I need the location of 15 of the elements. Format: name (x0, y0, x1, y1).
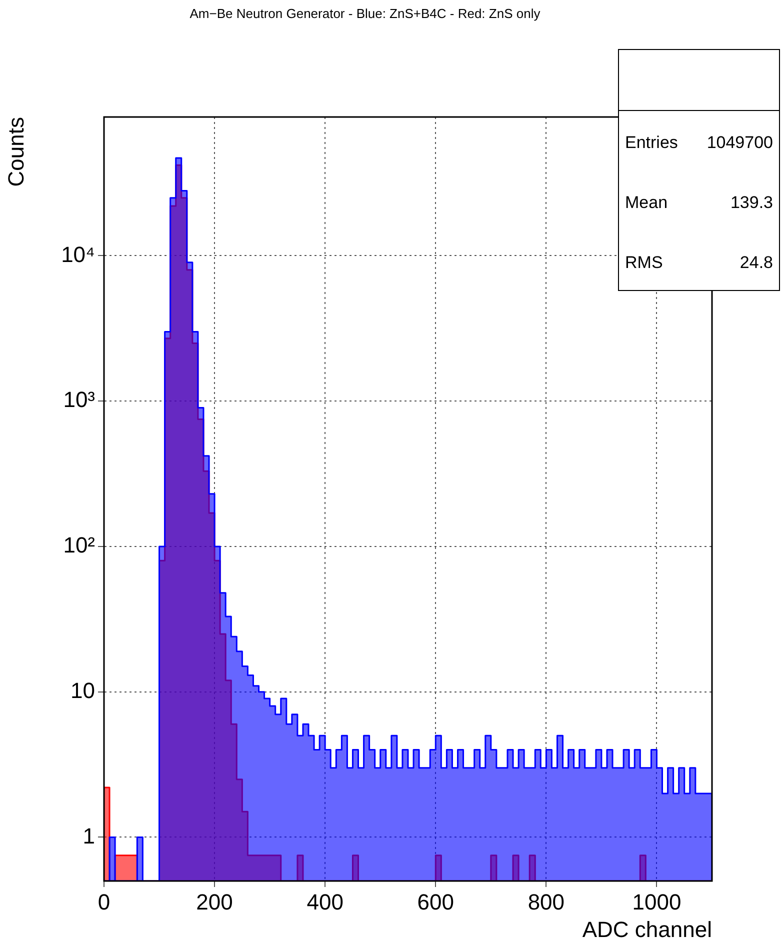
y-tick-label: 1 (82, 823, 95, 848)
x-tick-label: 800 (528, 889, 565, 914)
x-tick-label: 400 (306, 889, 344, 914)
y-tick-label: 10⁴ (61, 242, 95, 267)
x-axis-title: ADC channel (582, 916, 712, 942)
y-tick-label: 10 (70, 678, 95, 703)
x-tick-label: 1000 (632, 889, 682, 914)
stats-box: Entries 1049700 Mean 139.3 RMS 24.8 (618, 49, 780, 291)
x-tick-label: 600 (417, 889, 454, 914)
x-tick-label: 0 (98, 889, 110, 914)
y-tick-label: 10² (63, 532, 95, 558)
chart-title: Am−Be Neutron Generator - Blue: ZnS+B4C - Red: ZnS only (188, 6, 542, 21)
y-tick-label: 10³ (63, 387, 95, 412)
y-axis-title: Counts (3, 117, 28, 187)
x-tick-label: 200 (196, 889, 233, 914)
